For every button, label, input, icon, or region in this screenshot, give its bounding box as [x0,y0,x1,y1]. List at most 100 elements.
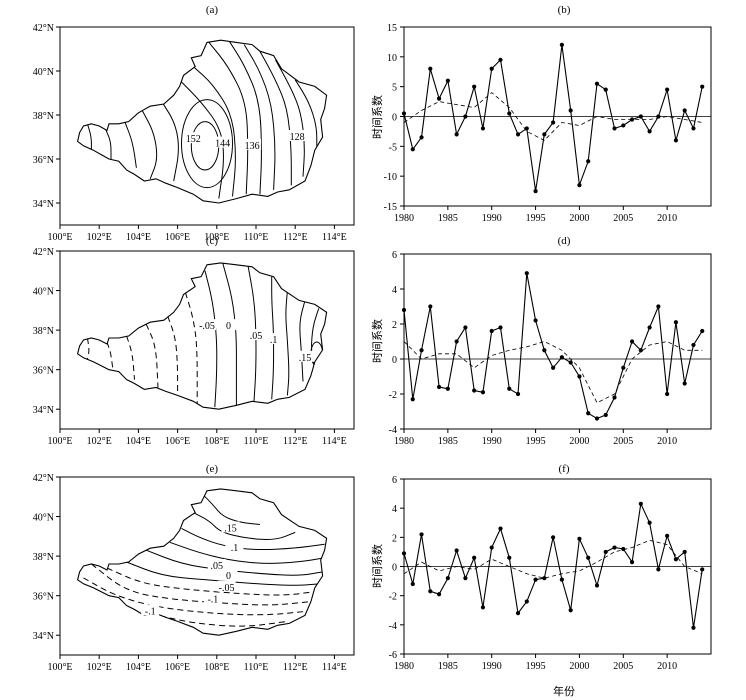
lat-tick-label: 38°N [33,552,54,563]
contour-label: -.05 [199,321,215,332]
data-point [700,84,705,89]
contour-line [204,270,218,408]
data-point [577,183,582,188]
x-tick-label: 2000 [569,661,589,672]
data-point [665,391,670,397]
y-tick-label: 0 [392,563,397,574]
contour-label-bg [288,130,307,141]
data-point [682,108,687,113]
data-point [691,126,696,131]
contour-line [294,79,318,151]
contour-line [184,292,198,404]
data-point [480,126,486,131]
data-point [647,520,652,525]
region-outline [76,39,328,204]
lon-tick-label: 112°E [283,436,308,447]
map-panel-e: 100°E 102°E 104°E 106°E 108°E 110°E 112°E 114°E… [33,473,355,673]
lat-tick-label: 42°N [33,23,54,34]
lon-tick-label: 112°E [283,662,308,673]
x-tick-label: 2010 [657,661,677,672]
contour-line [106,341,114,370]
contour-line [275,59,305,177]
data-point [665,87,670,92]
data-point [551,365,556,370]
lon-tick-label: 104°E [126,232,151,243]
y-tick-label: 10 [387,53,397,64]
contour-label-bg [217,580,236,592]
y-tick-label: -2 [389,592,397,603]
contour-label: -.05 [219,583,235,594]
data-point [436,96,442,101]
data-point [656,304,661,309]
panel-label-f: (f) [559,463,570,475]
xlabel-f: 年份 [553,684,575,698]
timeseries-panel-b: -15 -10 -5 0 5 10 15 1980 1985 1990 1995 2000 2005 20… [384,23,712,224]
x-tick-label: 1985 [438,436,458,447]
data-point [445,576,450,581]
data-point [656,567,661,572]
lon-tick-label: 106°E [165,232,190,243]
data-point [665,533,670,538]
contour-line [126,561,321,586]
contour-label: .1 [231,543,239,554]
contour-lines [83,494,325,627]
data-point [673,557,679,562]
data-point [603,87,608,92]
map-frame [59,250,355,430]
data-point [454,132,459,137]
x-tick-label: 2005 [613,661,633,672]
data-point [612,126,617,131]
x-tick-label: 2010 [657,436,677,447]
data-point [551,120,556,125]
data-point [673,138,679,143]
lon-tick-label: 108°E [204,232,229,243]
lon-tick-label: 114°E [322,436,347,447]
data-point [603,549,608,555]
contour-line [83,577,306,616]
data-point [621,365,626,370]
contour-label-bg [219,319,238,331]
lat-tick-label: 38°N [33,326,54,337]
x-tick-label: 1995 [526,661,546,672]
contour-line [285,290,290,396]
data-point [515,132,521,137]
data-point [559,42,564,48]
data-point [498,57,503,62]
contour-line [167,316,179,396]
data-point [410,397,415,402]
contour-line [141,110,158,179]
contour-label-bg [225,541,244,553]
data-point [691,625,696,630]
lat-tick-label: 42°N [33,247,54,258]
y-tick-label: -10 [384,172,397,183]
contour-label: 144 [215,139,230,150]
contour-label: .05 [250,331,263,342]
y-tick-label: 2 [392,533,397,544]
contour-line [161,101,179,182]
data-point [507,386,512,391]
lon-tick-label: 114°E [322,232,347,243]
y-tick-label: 15 [387,23,397,34]
contour-line [150,613,288,627]
lat-tick-label: 36°N [33,366,54,377]
contour-line [243,44,276,190]
contour-label-bg [184,132,203,144]
data-point [568,360,573,365]
x-tick-label: 2000 [569,436,589,447]
data-point [551,535,556,540]
data-point [533,318,538,323]
data-point [419,348,424,353]
data-point [682,381,687,386]
data-point [568,108,573,113]
contour-line [145,323,159,388]
data-point [419,532,424,537]
data-point [515,391,521,397]
contour-line [222,262,237,406]
data-point [419,135,424,140]
data-point [647,129,652,134]
data-point [638,114,643,119]
data-point [700,567,705,572]
data-point [700,328,705,334]
contour-line [104,127,112,159]
